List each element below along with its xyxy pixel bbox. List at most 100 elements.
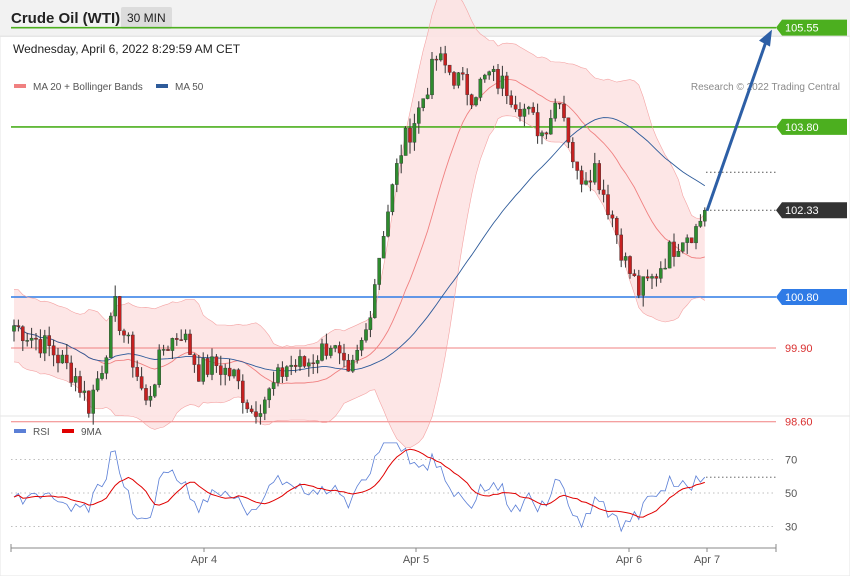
level-lines [11,26,776,423]
level-labels: 105.55 103.80 102.33 100.80 99.90 98.60 [776,19,847,429]
candle-body-up [73,376,78,383]
candle [174,333,179,346]
candle [377,257,382,291]
candle-body-up [667,241,672,269]
candle [579,165,584,193]
level-label-support: 98.60 [785,417,813,429]
candlestick-series [12,45,707,425]
candle-body-up [430,58,434,96]
candle [91,384,95,425]
candle [289,355,294,376]
rsi-legend-swatch [14,429,26,433]
level-badge-last [776,202,847,219]
candle-body-down [588,180,593,183]
candle [201,352,206,385]
candle [456,71,461,89]
candle [452,71,456,90]
candle-body-up [267,388,272,401]
candle-body-down [518,109,522,117]
candle [227,358,232,381]
level-label-resistance: 105.55 [785,23,819,35]
candle-body-up [271,382,276,389]
candle-body-down [544,132,549,135]
candle-body-up [500,75,505,89]
candle [469,93,474,110]
candle [571,137,575,169]
candle-body-down [21,326,25,342]
candle [597,160,601,195]
candle [531,102,535,116]
candle [60,350,65,364]
candle-body-up [403,127,408,156]
candle-body-down [672,241,676,257]
timeframe-badge[interactable]: 30 MIN [121,7,172,29]
candle-body-down [571,142,575,163]
candle-body-down [245,402,250,410]
candle [188,329,192,356]
candle [395,158,399,193]
candle-body-up [25,340,30,342]
candle [637,269,641,299]
candle-body-down [447,64,452,73]
candle-body-up [381,236,386,259]
candle-body-up [201,358,206,382]
target-arrow [705,29,772,212]
candle [610,210,615,228]
candle-body-up [329,348,333,356]
candle [86,390,91,418]
candle-body-down [144,388,148,401]
candle-body-down [566,117,571,143]
candle [192,353,197,373]
candle-body-down [139,376,144,389]
candle [130,331,135,378]
bollinger-lower-line [13,115,705,449]
candle-body-down [443,53,448,66]
candle [645,269,650,282]
candle [619,228,623,268]
candle-body-up [43,335,47,354]
candle [430,51,434,100]
candle [364,323,368,343]
candle-body-down [628,256,632,274]
candle [408,118,412,154]
candle-body-down [302,356,307,367]
candle [557,102,562,110]
candle [417,101,421,134]
candle-body-down [408,127,412,143]
candle [223,363,228,386]
candle [29,327,34,349]
ma20-legend-label: MA 20 + Bollinger Bands [33,82,143,93]
candle [447,64,452,76]
candle-body-up [307,362,311,367]
candle-body-down [324,343,329,356]
candle-body-down [196,364,201,382]
candle [245,399,250,413]
candle-body-up [703,210,707,222]
candle [355,344,360,364]
candle [584,172,588,186]
candle [698,214,703,228]
candle [601,179,606,203]
candle-body-up [148,395,153,401]
candle [575,161,579,180]
candle-body-up [527,106,531,110]
candle [659,261,663,283]
candle-body-down [166,349,170,351]
candle-body-up [685,237,689,243]
candle [549,109,553,135]
candle [505,71,509,105]
candle-body-down [174,338,179,340]
level-label-support: 99.90 [785,343,813,355]
candle-body-down [509,95,514,105]
candle [320,338,324,362]
candle [694,223,698,250]
candle-body-down [122,330,126,336]
rsi-legend-label: RSI [33,427,50,438]
candle-body-down [557,102,562,105]
candle [351,354,355,373]
time-tick-label: Apr 4 [191,554,217,566]
candle-body-up [593,163,597,183]
candle [34,332,38,351]
candle-body-down [236,369,241,382]
candle [474,96,478,107]
